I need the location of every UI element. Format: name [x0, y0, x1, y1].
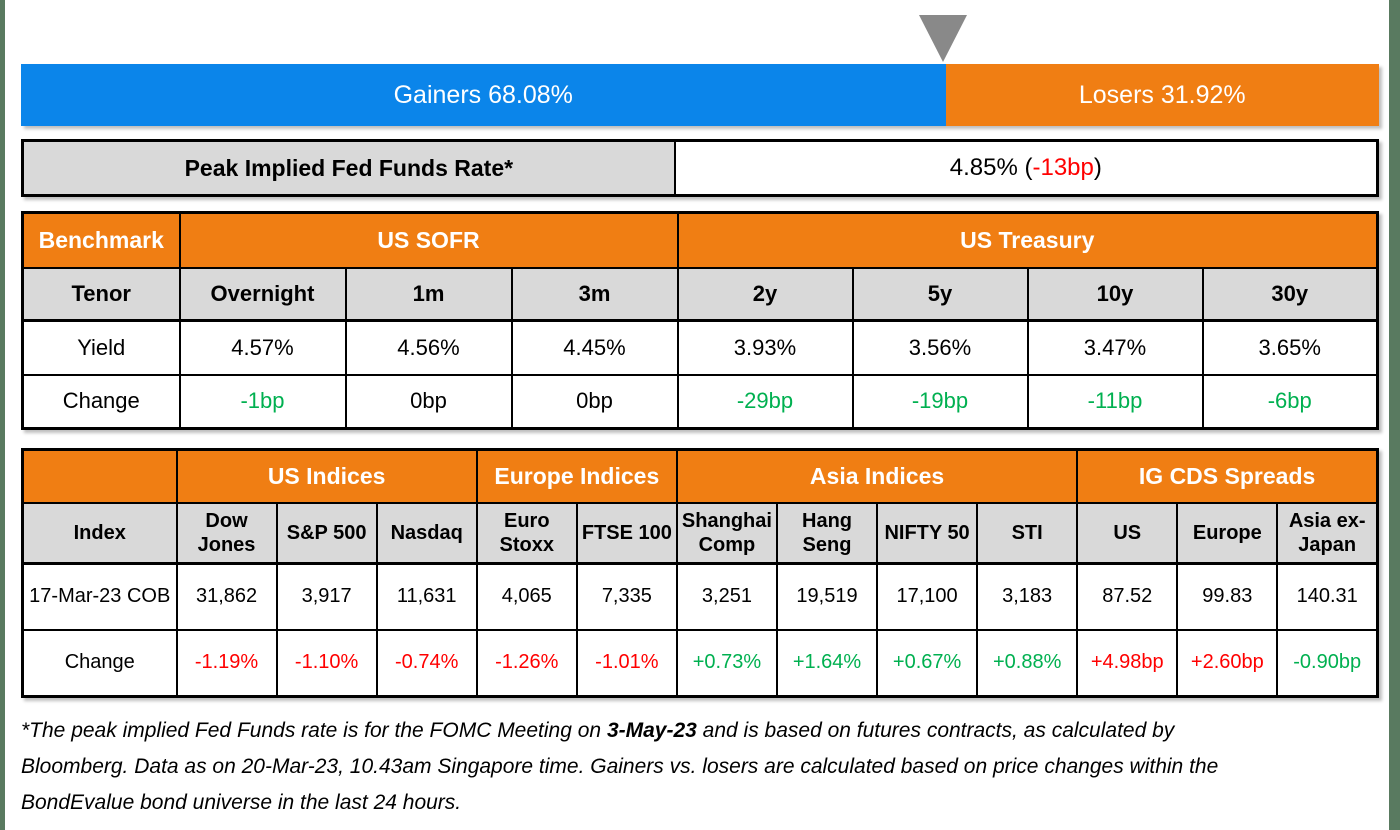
- value-shanghai-comp: 3,251: [675, 562, 778, 631]
- group-header-ig-cds-spreads: IG CDS Spreads: [1076, 448, 1379, 504]
- change-1m: 0bp: [344, 373, 513, 430]
- change-10y: -11bp: [1026, 373, 1204, 430]
- peak-value-prefix: 4.85% (: [949, 154, 1033, 181]
- tenor-header-30y: 30y: [1201, 266, 1379, 322]
- change-hang-seng: +1.64%: [775, 628, 879, 698]
- date-row-label: 17-Mar-23 COB: [21, 562, 178, 631]
- benchmark-change-row-label: Change: [21, 373, 181, 430]
- peak-fed-funds-value: 4.85% (-13bp): [676, 142, 1376, 194]
- peak-fed-funds-row: Peak Implied Fed Funds Rate* 4.85% (-13b…: [21, 139, 1379, 197]
- indices-corner-header: [21, 448, 178, 504]
- yield-3m: 4.45%: [510, 319, 679, 376]
- losers-label: Losers 31.92%: [1078, 80, 1246, 109]
- footnote-line1-prefix: *The peak implied Fed Funds rate is for …: [21, 719, 607, 742]
- group-header-us-indices: US Indices: [175, 448, 478, 504]
- value-ftse-100: 7,335: [575, 562, 678, 631]
- benchmark-table: Benchmark US SOFR US Treasury Tenor Over…: [21, 211, 1379, 430]
- tenor-header-2y: 2y: [676, 266, 854, 322]
- footnote-line3: BondEvalue bond universe in the last 24 …: [21, 791, 462, 814]
- change-30y: -6bp: [1201, 373, 1379, 430]
- tenor-header-5y: 5y: [851, 266, 1029, 322]
- yield-30y: 3.65%: [1201, 319, 1379, 376]
- footnote-line1-suffix: and is based on futures contracts, as ca…: [696, 719, 1175, 742]
- yield-overnight: 4.57%: [178, 319, 347, 376]
- group-header-us-sofr: US SOFR: [178, 211, 679, 269]
- peak-value-change: -13bp: [1032, 154, 1094, 181]
- marker-triangle-icon: [919, 15, 967, 62]
- value-sp500: 3,917: [275, 562, 378, 631]
- change-overnight: -1bp: [178, 373, 347, 430]
- col-header-sti: STI: [976, 501, 1079, 565]
- value-sti: 3,183: [976, 562, 1079, 631]
- value-euro-stoxx: 4,065: [475, 562, 578, 631]
- change-nasdaq: -0.74%: [375, 628, 478, 698]
- yield-1m: 4.56%: [344, 319, 513, 376]
- peak-fed-funds-label: Peak Implied Fed Funds Rate*: [24, 142, 676, 194]
- content-area: Gainers 68.08% Losers 31.92% Peak Implie…: [21, 0, 1379, 821]
- left-border-strip: [0, 0, 5, 830]
- footnote: *The peak implied Fed Funds rate is for …: [21, 713, 1379, 821]
- change-cds-us: +4.98bp: [1076, 628, 1179, 698]
- change-shanghai-comp: +0.73%: [675, 628, 778, 698]
- gauge-marker-area: [21, 0, 1379, 64]
- tenor-header-1m: 1m: [344, 266, 513, 322]
- col-header-ftse-100: FTSE 100: [575, 501, 678, 565]
- change-sp500: -1.10%: [275, 628, 378, 698]
- tenor-row-label: Tenor: [21, 266, 181, 322]
- change-dow-jones: -1.19%: [175, 628, 278, 698]
- change-2y: -29bp: [676, 373, 854, 430]
- change-ftse-100: -1.01%: [575, 628, 678, 698]
- col-header-nifty-50: NIFTY 50: [876, 501, 979, 565]
- right-border-strip: [1389, 0, 1400, 830]
- tenor-header-overnight: Overnight: [178, 266, 347, 322]
- indices-change-row-label: Change: [21, 628, 178, 698]
- value-cds-asia-ex-japan: 140.31: [1276, 562, 1379, 631]
- yield-10y: 3.47%: [1026, 319, 1204, 376]
- losers-segment: Losers 31.92%: [945, 64, 1379, 126]
- value-nasdaq: 11,631: [375, 562, 478, 631]
- gainers-segment: Gainers 68.08%: [21, 64, 946, 126]
- col-header-cds-asia-ex-japan: Asia ex-Japan: [1276, 501, 1379, 565]
- col-header-nasdaq: Nasdaq: [375, 501, 478, 565]
- yield-2y: 3.93%: [676, 319, 854, 376]
- peak-value-suffix: ): [1093, 154, 1102, 181]
- group-header-us-treasury: US Treasury: [676, 211, 1379, 269]
- col-header-dow-jones: Dow Jones: [175, 501, 278, 565]
- change-cds-europe: +2.60bp: [1176, 628, 1279, 698]
- tenor-header-10y: 10y: [1026, 266, 1204, 322]
- value-cds-us: 87.52: [1076, 562, 1179, 631]
- change-sti: +0.88%: [976, 628, 1079, 698]
- col-header-hang-seng: Hang Seng: [775, 501, 879, 565]
- yield-row-label: Yield: [21, 319, 181, 376]
- change-5y: -19bp: [851, 373, 1029, 430]
- index-row-label: Index: [21, 501, 178, 565]
- value-cds-europe: 99.83: [1176, 562, 1279, 631]
- col-header-cds-us: US: [1076, 501, 1179, 565]
- footnote-line2: Bloomberg. Data as on 20-Mar-23, 10.43am…: [21, 755, 1219, 778]
- col-header-sp500: S&P 500: [275, 501, 378, 565]
- col-header-euro-stoxx: Euro Stoxx: [475, 501, 578, 565]
- tenor-header-3m: 3m: [510, 266, 679, 322]
- change-euro-stoxx: -1.26%: [475, 628, 578, 698]
- change-nifty-50: +0.67%: [876, 628, 979, 698]
- value-nifty-50: 17,100: [876, 562, 979, 631]
- group-header-europe-indices: Europe Indices: [475, 448, 678, 504]
- change-3m: 0bp: [510, 373, 679, 430]
- yield-5y: 3.56%: [851, 319, 1029, 376]
- col-header-shanghai-comp: Shanghai Comp: [675, 501, 778, 565]
- gainers-losers-bar: Gainers 68.08% Losers 31.92%: [21, 64, 1379, 126]
- value-hang-seng: 19,519: [775, 562, 879, 631]
- indices-table: US Indices Europe Indices Asia Indices I…: [21, 448, 1379, 698]
- value-dow-jones: 31,862: [175, 562, 278, 631]
- gainers-label: Gainers 68.08%: [393, 80, 573, 109]
- group-header-asia-indices: Asia Indices: [675, 448, 1079, 504]
- footnote-bold-date: 3-May-23: [606, 719, 697, 742]
- benchmark-corner-header: Benchmark: [21, 211, 181, 269]
- col-header-cds-europe: Europe: [1176, 501, 1279, 565]
- change-cds-asia-ex-japan: -0.90bp: [1276, 628, 1379, 698]
